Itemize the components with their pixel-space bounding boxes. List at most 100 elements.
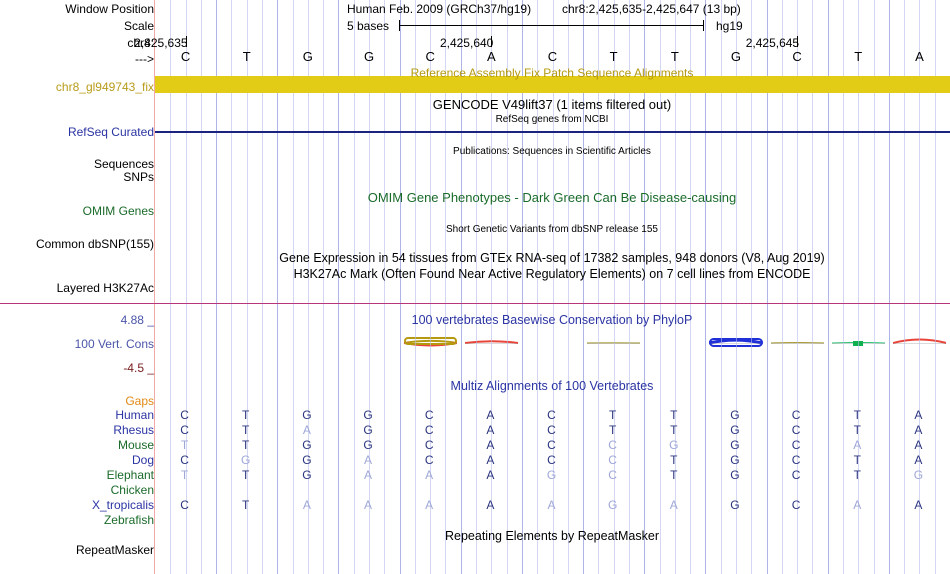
ruler-base-letter: A (487, 49, 496, 64)
ruler-base-letter: G (302, 49, 313, 64)
multiz-base: T (853, 423, 861, 437)
ruler-coordinate-label: 2,425,640 (439, 36, 494, 50)
phylop-baseline (770, 343, 824, 344)
multiz-label-gaps[interactable]: Gaps (125, 394, 154, 408)
multiz-base: A (914, 408, 923, 422)
track-label-omim-genes[interactable]: OMIM Genes (82, 204, 154, 218)
refseq-curated-feature-line[interactable] (155, 131, 950, 133)
multiz-base: C (424, 438, 434, 452)
multiz-label-rhesus[interactable]: Rhesus (113, 423, 154, 437)
ruler-base-letter: A (915, 49, 924, 64)
multiz-base: G (302, 453, 312, 467)
multiz-base: T (608, 408, 617, 422)
track-title-repeatmasker: Repeating Elements by RepeatMasker (444, 529, 659, 543)
ruler-coordinate-label: 2,425,635 (134, 36, 188, 50)
track-title-publications: Publications: Sequences in Scientific Ar… (453, 146, 651, 157)
track-label-sequences[interactable]: Sequences (93, 157, 154, 171)
track-label-refseq-curated[interactable]: RefSeq Curated (67, 125, 154, 139)
multiz-base: C (547, 408, 556, 422)
scale-bar (399, 20, 704, 31)
ruler-coordinate-tick (186, 36, 187, 47)
multiz-base: A (425, 468, 434, 482)
multiz-base: C (180, 423, 189, 437)
multiz-row-zebrafish[interactable] (154, 514, 950, 527)
ruler-coordinate-tick (491, 36, 492, 47)
scale-bar-left-tick (399, 20, 400, 31)
multiz-base: A (486, 408, 495, 422)
multiz-row-chicken[interactable] (154, 484, 950, 497)
multiz-base: A (364, 453, 373, 467)
track-label-snps[interactable]: SNPs (123, 170, 154, 184)
phylop-baseline (892, 343, 946, 344)
multiz-base: G (730, 423, 740, 437)
multiz-base: C (547, 453, 556, 467)
track-title-gtex: Gene Expression in 54 tissues from GTEx … (279, 251, 825, 265)
phylop-baseline (587, 343, 641, 344)
multiz-base: G (241, 453, 251, 467)
conservation-track-separator (0, 303, 950, 304)
multiz-label-zebrafish[interactable]: Zebrafish (103, 513, 154, 527)
track-label-100-vert-cons[interactable]: 100 Vert. Cons (74, 337, 154, 351)
ruler-base-letter: T (242, 49, 251, 64)
multiz-base: A (425, 498, 434, 512)
track-title-phylop: 100 vertebrates Basewise Conservation by… (411, 313, 693, 327)
track-label-repeatmasker[interactable]: RepeatMasker (75, 543, 154, 557)
multiz-base: A (853, 438, 862, 452)
multiz-base: C (791, 423, 801, 437)
track-label-common-dbsnp[interactable]: Common dbSNP(155) (35, 237, 154, 251)
multiz-base: C (608, 453, 617, 467)
multiz-label-x-tropicalis[interactable]: X_tropicalis (91, 498, 154, 512)
multiz-base: C (791, 468, 801, 482)
position-range[interactable]: chr8:2,425,635-2,425,647 (13 bp) (562, 2, 741, 16)
track-label-fix-patch[interactable]: chr8_gl949743_fix (55, 80, 154, 94)
multiz-base: A (853, 498, 862, 512)
db-name: hg19 (716, 19, 743, 33)
phylop-bar (587, 342, 641, 344)
multiz-base: A (914, 498, 923, 512)
ruler-coordinate-tick (797, 36, 798, 47)
ruler-base-letter: T (670, 49, 679, 64)
multiz-base: T (180, 468, 189, 482)
ruler-base-letter: C (792, 49, 802, 64)
multiz-base: A (547, 498, 556, 512)
multiz-base: A (302, 498, 311, 512)
multiz-base: A (486, 498, 495, 512)
scale-units-label: 5 bases (347, 19, 390, 33)
multiz-base: G (730, 468, 740, 482)
multiz-base: T (853, 453, 861, 467)
multiz-base: G (302, 468, 312, 482)
multiz-base: T (670, 408, 678, 422)
multiz-base: G (546, 468, 557, 482)
multiz-base: T (242, 423, 250, 437)
scale-bar-line (399, 25, 704, 26)
multiz-label-elephant[interactable]: Elephant (106, 468, 154, 482)
multiz-base: C (180, 453, 189, 467)
scale-label: Scale (123, 19, 154, 33)
multiz-base: T (242, 468, 250, 482)
track-title-multiz: Multiz Alignments of 100 Vertebrates (450, 379, 654, 393)
multiz-label-dog[interactable]: Dog (131, 453, 154, 467)
multiz-base: G (302, 408, 312, 422)
multiz-base: T (853, 468, 861, 482)
multiz-base: A (914, 453, 923, 467)
track-label-layered-h3k27ac[interactable]: Layered H3K27Ac (56, 281, 154, 295)
multiz-base: G (607, 498, 618, 512)
conservation-min-label: -4.5 _ (123, 361, 154, 375)
multiz-base: T (853, 408, 861, 422)
phylop-green-block (853, 341, 864, 346)
multiz-base: C (424, 453, 434, 467)
assembly-name: Human Feb. 2009 (GRCh37/hg19) (347, 2, 532, 16)
multiz-base: G (363, 408, 373, 422)
multiz-label-mouse[interactable]: Mouse (117, 438, 154, 452)
multiz-label-human[interactable]: Human (115, 408, 154, 422)
multiz-base: G (302, 438, 312, 452)
multiz-base: A (486, 438, 495, 452)
track-label-column: chr8_gl949743_fix RefSeq Curated Sequenc… (0, 0, 154, 574)
multiz-label-chicken[interactable]: Chicken (110, 483, 154, 497)
